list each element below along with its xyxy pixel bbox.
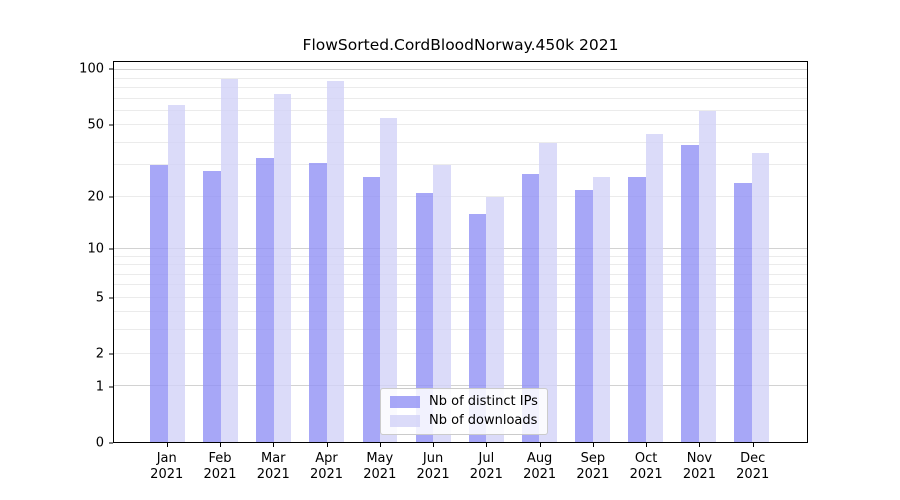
x-tick-dec <box>752 443 754 447</box>
y-tick-label-2: 2 <box>95 346 104 362</box>
x-tick-label-may: May 2021 <box>363 451 397 482</box>
x-tick-label-jun: Jun 2021 <box>416 451 450 482</box>
bar-downloads-apr <box>326 80 345 442</box>
x-tick-jun <box>433 443 435 447</box>
bar-distinct-ips-apr <box>309 162 327 442</box>
legend-row-downloads: Nb of downloads <box>390 414 538 428</box>
gridline-minor-4 <box>114 311 807 313</box>
bar-downloads-feb <box>220 78 239 442</box>
x-tick-may <box>379 443 381 447</box>
y-tick-2 <box>109 353 113 355</box>
gridline-minor-30 <box>114 164 807 166</box>
gridline-minor-3 <box>114 329 807 331</box>
x-tick-label-sep: Sep 2021 <box>576 451 610 482</box>
x-tick-label-nov: Nov 2021 <box>682 451 716 482</box>
legend-swatch-distinct-ips <box>390 396 420 408</box>
gridline-major-1 <box>114 385 807 387</box>
bar-distinct-ips-jun <box>415 193 434 442</box>
gridline-minor-70 <box>114 97 807 99</box>
x-tick-label-feb: Feb 2021 <box>203 451 237 482</box>
bar-distinct-ips-dec <box>734 182 752 442</box>
gridline-major-100 <box>114 69 807 71</box>
legend-label-downloads: Nb of downloads <box>429 413 538 428</box>
y-tick-20 <box>109 196 113 198</box>
x-tick-label-dec: Dec 2021 <box>736 451 770 482</box>
x-tick-jan <box>166 443 168 447</box>
bar-downloads-dec <box>751 153 770 442</box>
x-tick-feb <box>219 443 221 447</box>
y-axis: 0 1 2 5 10 20 50 100 <box>0 61 113 450</box>
gridline-minor-7 <box>114 273 807 275</box>
bar-downloads-may <box>380 117 398 442</box>
gridline-minor-2 <box>114 352 807 354</box>
bar-downloads-jan <box>167 104 186 442</box>
gridline-minor-80 <box>114 87 807 89</box>
gridline-minor-50 <box>114 124 807 126</box>
x-tick-jul <box>486 443 488 447</box>
y-tick-0 <box>109 442 113 444</box>
gridline-minor-90 <box>114 77 807 79</box>
gridline-major-10 <box>114 247 807 249</box>
gridline-minor-6 <box>114 284 807 286</box>
y-tick-100 <box>109 68 113 70</box>
y-tick-label-5: 5 <box>95 290 104 306</box>
gridline-minor-5 <box>114 296 807 298</box>
x-tick-nov <box>699 443 701 447</box>
bar-downloads-mar <box>273 94 292 442</box>
bar-distinct-ips-oct <box>628 176 646 442</box>
x-tick-aug <box>539 443 541 447</box>
x-tick-label-mar: Mar 2021 <box>256 451 290 482</box>
x-tick-label-aug: Aug 2021 <box>523 451 557 482</box>
bar-distinct-ips-aug <box>521 173 540 442</box>
gridline-minor-8 <box>114 264 807 266</box>
gridline-minor-60 <box>114 109 807 111</box>
gridline-minor-20 <box>114 195 807 197</box>
y-tick-1 <box>109 386 113 388</box>
bar-distinct-ips-nov <box>681 144 699 442</box>
plot-area: Nb of distinct IPs Nb of downloads <box>113 61 808 443</box>
y-tick-label-20: 20 <box>87 189 104 205</box>
x-tick-apr <box>326 443 328 447</box>
bar-distinct-ips-sep <box>575 189 593 442</box>
x-tick-mar <box>273 443 275 447</box>
y-tick-label-100: 100 <box>79 61 104 77</box>
bar-distinct-ips-jul <box>468 213 487 442</box>
bar-distinct-ips-jan <box>150 165 168 442</box>
chart-title: FlowSorted.CordBloodNorway.450k 2021 <box>302 36 619 54</box>
x-tick-label-oct: Oct 2021 <box>629 451 663 482</box>
legend-row-distinct-ips: Nb of distinct IPs <box>390 395 538 409</box>
legend-label-distinct-ips: Nb of distinct IPs <box>429 394 538 409</box>
y-tick-label-0: 0 <box>95 435 104 451</box>
bar-downloads-aug <box>539 142 557 442</box>
x-tick-sep <box>592 443 594 447</box>
y-tick-10 <box>109 248 113 250</box>
x-axis: Jan 2021 Feb 2021 Mar 2021 Apr 2021 May 2021… <box>113 443 808 499</box>
gridline-minor-9 <box>114 255 807 257</box>
bar-distinct-ips-may <box>362 176 381 442</box>
x-tick-oct <box>646 443 648 447</box>
x-tick-label-jan: Jan 2021 <box>150 451 184 482</box>
bar-downloads-jun <box>433 165 451 442</box>
y-tick-label-10: 10 <box>87 241 104 257</box>
y-tick-5 <box>109 297 113 299</box>
legend-swatch-downloads <box>390 415 420 427</box>
x-tick-label-apr: Apr 2021 <box>309 451 344 482</box>
y-tick-label-1: 1 <box>95 379 104 395</box>
bar-distinct-ips-feb <box>203 170 221 442</box>
x-tick-label-jul: Jul 2021 <box>469 451 503 482</box>
y-tick-50 <box>109 124 113 126</box>
gridline-minor-40 <box>114 141 807 143</box>
bar-distinct-ips-mar <box>256 158 274 442</box>
y-tick-label-50: 50 <box>87 117 104 133</box>
bar-downloads-jul <box>486 196 504 442</box>
bar-downloads-nov <box>698 110 717 442</box>
bar-downloads-sep <box>592 176 610 442</box>
legend: Nb of distinct IPs Nb of downloads <box>380 388 548 435</box>
bar-downloads-oct <box>645 133 664 442</box>
